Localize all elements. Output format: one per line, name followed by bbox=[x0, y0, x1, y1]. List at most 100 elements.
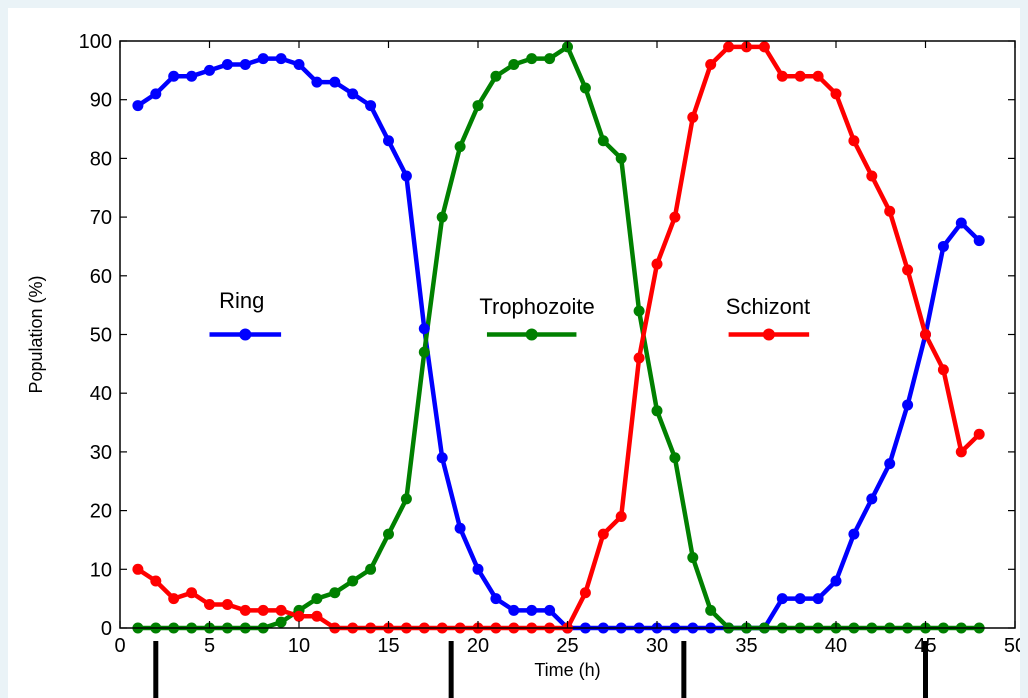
point-schizont bbox=[221, 599, 233, 611]
y-tick-label: 70 bbox=[90, 207, 112, 229]
point-ring bbox=[884, 458, 896, 470]
point-schizont bbox=[669, 211, 681, 223]
point-ring bbox=[418, 323, 430, 335]
point-trophozoite bbox=[687, 552, 699, 564]
x-tick-label: 20 bbox=[467, 635, 489, 657]
point-ring bbox=[776, 593, 788, 605]
x-axis-label: Time (h) bbox=[534, 660, 600, 680]
point-ring bbox=[848, 528, 860, 540]
point-schizont bbox=[168, 593, 180, 605]
x-tick-label: 25 bbox=[556, 635, 578, 657]
y-axis-label: Population (%) bbox=[26, 275, 46, 393]
point-trophozoite bbox=[615, 152, 627, 164]
y-tick-label: 30 bbox=[90, 442, 112, 464]
plot-area: 0102030405060708090100051015202530354045… bbox=[8, 8, 1020, 698]
point-schizont bbox=[973, 428, 985, 440]
point-ring bbox=[257, 53, 269, 65]
point-schizont bbox=[866, 170, 878, 182]
series-points bbox=[132, 41, 985, 634]
point-trophozoite bbox=[526, 53, 538, 65]
point-trophozoite bbox=[472, 100, 484, 112]
point-ring bbox=[508, 604, 520, 616]
point-ring bbox=[490, 593, 502, 605]
axis-ticks: 0102030405060708090100051015202530354045… bbox=[79, 31, 1020, 657]
point-ring bbox=[454, 522, 466, 534]
point-ring bbox=[830, 575, 842, 587]
y-tick-label: 50 bbox=[90, 325, 112, 347]
point-trophozoite bbox=[311, 593, 323, 605]
point-schizont bbox=[848, 135, 860, 147]
point-schizont bbox=[150, 575, 162, 587]
point-schizont bbox=[687, 111, 699, 123]
point-schizont bbox=[293, 610, 305, 622]
point-trophozoite bbox=[508, 58, 520, 70]
point-ring bbox=[329, 76, 341, 88]
point-ring bbox=[347, 88, 359, 100]
point-trophozoite bbox=[669, 452, 681, 464]
point-ring bbox=[436, 452, 448, 464]
x-tick-label: 40 bbox=[825, 635, 847, 657]
point-schizont bbox=[239, 604, 251, 616]
point-schizont bbox=[776, 70, 788, 82]
point-ring bbox=[168, 70, 180, 82]
y-tick-label: 40 bbox=[90, 383, 112, 405]
point-schizont bbox=[204, 599, 215, 611]
point-ring bbox=[955, 217, 967, 229]
point-schizont bbox=[812, 70, 824, 82]
y-tick-label: 60 bbox=[90, 266, 112, 288]
point-ring bbox=[221, 58, 233, 70]
point-schizont bbox=[275, 604, 287, 616]
x-tick-label: 0 bbox=[114, 635, 125, 657]
legend-label-schizont: Schizont bbox=[726, 294, 810, 319]
point-schizont bbox=[186, 587, 198, 599]
point-trophozoite bbox=[454, 141, 466, 153]
point-trophozoite bbox=[633, 305, 645, 317]
point-trophozoite bbox=[490, 70, 502, 82]
legend-marker-ring bbox=[239, 328, 252, 341]
point-ring bbox=[526, 604, 538, 616]
point-ring bbox=[186, 70, 198, 82]
point-schizont bbox=[132, 563, 144, 575]
point-ring bbox=[472, 563, 484, 575]
point-schizont bbox=[311, 610, 323, 622]
legend-label-ring: Ring bbox=[219, 288, 264, 313]
x-tick-label: 5 bbox=[204, 635, 215, 657]
point-schizont bbox=[579, 587, 591, 599]
time-markers bbox=[153, 641, 928, 698]
point-schizont bbox=[705, 58, 717, 70]
point-ring bbox=[275, 53, 287, 65]
point-ring bbox=[902, 399, 914, 411]
point-ring bbox=[973, 235, 985, 247]
point-ring bbox=[812, 593, 824, 605]
point-ring bbox=[150, 88, 162, 100]
point-ring bbox=[794, 593, 806, 605]
point-trophozoite bbox=[651, 405, 663, 417]
point-trophozoite bbox=[365, 563, 377, 575]
x-tick-label: 15 bbox=[377, 635, 399, 657]
point-schizont bbox=[651, 258, 663, 270]
point-ring bbox=[544, 604, 556, 616]
point-trophozoite bbox=[329, 587, 341, 599]
point-schizont bbox=[920, 329, 931, 340]
point-schizont bbox=[257, 604, 269, 616]
point-ring bbox=[204, 64, 215, 76]
point-trophozoite bbox=[400, 493, 412, 505]
x-tick-label: 50 bbox=[1004, 635, 1020, 657]
point-schizont bbox=[955, 446, 967, 458]
point-schizont bbox=[723, 41, 735, 53]
x-tick-label: 35 bbox=[735, 635, 757, 657]
point-schizont bbox=[758, 41, 770, 53]
point-trophozoite bbox=[705, 604, 717, 616]
legend-marker-trophozoite bbox=[525, 328, 538, 341]
point-ring bbox=[132, 100, 144, 112]
y-tick-label: 100 bbox=[79, 31, 112, 53]
x-tick-label: 10 bbox=[288, 635, 310, 657]
point-ring bbox=[311, 76, 323, 88]
point-schizont bbox=[615, 510, 627, 522]
point-ring bbox=[239, 58, 251, 70]
point-schizont bbox=[902, 264, 914, 276]
point-schizont bbox=[633, 352, 645, 364]
point-schizont bbox=[830, 88, 842, 100]
point-ring bbox=[365, 100, 377, 112]
